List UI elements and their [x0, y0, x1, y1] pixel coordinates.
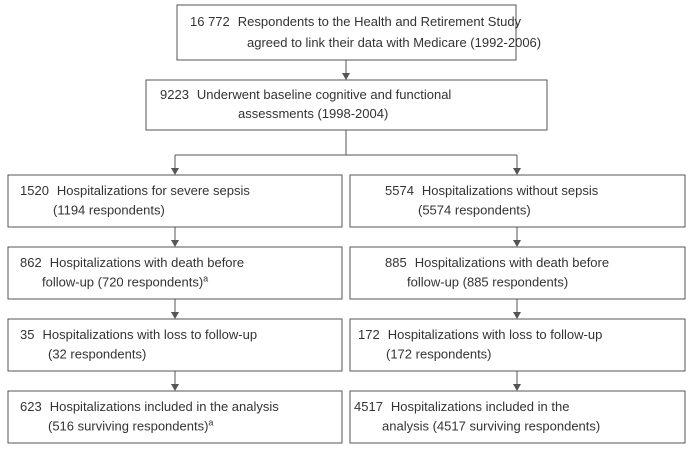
box-line: agreed to link their data with Medicare …: [247, 35, 541, 50]
count: 623: [20, 399, 42, 414]
box: 885 Hospitalizations with death before fol…: [349, 246, 686, 300]
box-line: (172 respondents): [386, 347, 492, 362]
description: Hospitalizations with loss to follow-up: [42, 327, 257, 342]
box-line: 4517 Hospitalizations included in the: [354, 399, 569, 414]
count: 1520: [20, 183, 49, 198]
box-line: follow-up (720 respondents)a: [42, 274, 208, 290]
description: Hospitalizations for severe sepsis: [57, 183, 250, 198]
count: 35: [20, 327, 34, 342]
box-line: 862 Hospitalizations with death before: [20, 255, 244, 270]
box-line: 623 Hospitalizations included in the anal…: [20, 399, 279, 414]
box-line: 35 Hospitalizations with loss to follow-u…: [20, 327, 257, 342]
count: 16 772: [190, 14, 230, 29]
description: Hospitalizations included in the analysi…: [50, 399, 280, 414]
box-line: 1520 Hospitalizations for severe sepsis: [20, 183, 250, 198]
description: Underwent baseline cognitive and functio…: [197, 87, 452, 102]
box: 172 Hospitalizations with loss to follow-…: [349, 318, 686, 372]
count: 172: [358, 327, 380, 342]
description: Hospitalizations without sepsis: [422, 183, 599, 198]
description: (516 surviving respondents): [48, 419, 208, 434]
description: follow-up (885 respondents): [407, 275, 568, 290]
box: 35 Hospitalizations with loss to follow-u…: [7, 318, 343, 372]
box-line: 16 772 Respondents to the Health and Reti…: [190, 14, 522, 29]
box-line: (5574 respondents): [418, 203, 531, 218]
description: Hospitalizations included in the: [391, 399, 570, 414]
box-border: [349, 174, 686, 228]
connectors: [171, 60, 521, 175]
box-line: assessments (1998-2004): [238, 106, 388, 121]
footnote-mark: a: [203, 274, 208, 284]
box-line: analysis (4517 surviving respondents): [382, 419, 600, 434]
box: 1520 Hospitalizations for severe sepsis (1…: [7, 174, 343, 228]
box-border: [349, 390, 686, 444]
box-border: [7, 318, 343, 372]
box-border: [349, 318, 686, 372]
box-line: (516 surviving respondents)a: [48, 418, 213, 434]
box-border: [7, 246, 343, 300]
box: 623 Hospitalizations included in the anal…: [7, 390, 343, 444]
box-border: [176, 4, 517, 61]
box-line: (32 respondents): [48, 347, 146, 362]
description: Hospitalizations with loss to follow-up: [388, 327, 603, 342]
description: analysis (4517 surviving respondents): [382, 419, 600, 434]
box: 5574 Hospitalizations without sepsis (5574…: [349, 174, 686, 228]
description: (5574 respondents): [418, 203, 531, 218]
box-line: 9223 Underwent baseline cognitive and fun…: [160, 87, 451, 102]
description: Respondents to the Health and Retirement…: [238, 14, 522, 29]
box-line: 5574 Hospitalizations without sepsis: [385, 183, 599, 198]
count: 885: [385, 255, 407, 270]
box-border: [349, 246, 686, 300]
description: Hospitalizations with death before: [50, 255, 244, 270]
description: (32 respondents): [48, 347, 146, 362]
description: agreed to link their data with Medicare …: [247, 35, 541, 50]
description: Hospitalizations with death before: [415, 255, 609, 270]
box-line: (1194 respondents): [53, 203, 165, 218]
box: 862 Hospitalizations with death before fol…: [7, 246, 343, 300]
box: 4517 Hospitalizations included in the anal…: [349, 390, 686, 444]
footnote-mark: a: [208, 418, 213, 428]
count: 4517: [354, 399, 383, 414]
count: 862: [20, 255, 42, 270]
box-line: 885 Hospitalizations with death before: [385, 255, 609, 270]
description: (1194 respondents): [53, 203, 165, 218]
box: 9223 Underwent baseline cognitive and fun…: [145, 79, 548, 131]
description: (172 respondents): [386, 347, 492, 362]
count: 9223: [160, 87, 189, 102]
box-border: [7, 390, 343, 444]
box-border: [7, 174, 343, 228]
box: 16 772 Respondents to the Health and Reti…: [176, 4, 541, 61]
description: assessments (1998-2004): [238, 106, 388, 121]
box-border: [145, 79, 548, 131]
count: 5574: [385, 183, 414, 198]
box-line: follow-up (885 respondents): [407, 275, 568, 290]
description: follow-up (720 respondents): [42, 275, 203, 290]
box-line: 172 Hospitalizations with loss to follow-…: [358, 327, 602, 342]
